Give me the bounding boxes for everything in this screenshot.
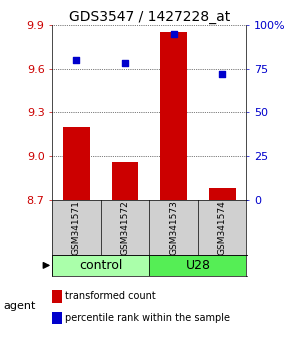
Bar — [209, 188, 235, 200]
Point — [220, 71, 224, 77]
Title: GDS3547 / 1427228_at: GDS3547 / 1427228_at — [69, 10, 230, 24]
Point — [74, 57, 79, 63]
Text: percentile rank within the sample: percentile rank within the sample — [65, 313, 230, 322]
Bar — [160, 32, 187, 200]
Text: GSM341573: GSM341573 — [169, 200, 178, 255]
Point — [171, 31, 176, 36]
Text: control: control — [79, 259, 122, 272]
Text: GSM341571: GSM341571 — [72, 200, 81, 255]
Point — [123, 61, 127, 66]
Text: U28: U28 — [185, 259, 211, 272]
Bar — [52, 255, 149, 276]
Text: transformed count: transformed count — [65, 291, 156, 301]
Text: GSM341572: GSM341572 — [121, 200, 130, 255]
Bar — [112, 162, 138, 200]
Bar — [149, 255, 246, 276]
Text: GSM341574: GSM341574 — [218, 200, 227, 255]
Bar — [63, 127, 90, 200]
Text: agent: agent — [3, 301, 35, 311]
